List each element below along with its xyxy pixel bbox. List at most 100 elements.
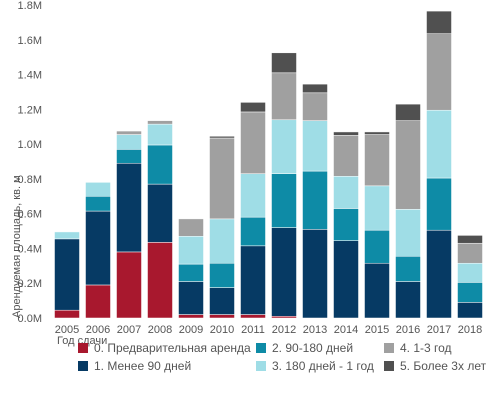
x-axis: 2005 2006 2007 2008 2009 2010 2011 2012 2013 2014… [55,324,482,336]
bar-segment-2009-series-2[interactable] [178,263,204,282]
x-tick-label-2018: 2018 [458,324,482,336]
bar-segment-2016-series-1[interactable] [395,281,421,319]
bar-segment-2011-series-4[interactable] [240,111,266,174]
y-tick-label: 1.4M [18,70,42,82]
x-tick-label-2010: 2010 [210,324,234,336]
x-tick-label-2006: 2006 [86,324,110,336]
bar-segment-2008-series-0[interactable] [147,242,173,319]
bar-segment-2012-series-5[interactable] [271,52,297,74]
bar-segment-2011-series-5[interactable] [240,102,266,113]
bar-segment-2012-series-2[interactable] [271,173,297,228]
bar-segment-2006-series-3[interactable] [85,182,111,197]
bar-segment-2013-series-1[interactable] [302,229,328,319]
bar-segment-2015-series-1[interactable] [364,262,390,319]
bar-segment-2016-series-5[interactable] [395,103,421,121]
y-tick-label: 0.6M [18,209,42,221]
bar-segment-2007-series-0[interactable] [116,251,142,319]
bar-segment-2008-series-4[interactable] [147,120,173,125]
bar-segment-2009-series-3[interactable] [178,236,204,265]
legend-item-1[interactable]: 1. Менее 90 дней [78,359,191,373]
bar-segment-2014-series-3[interactable] [333,176,359,209]
legend-item-2[interactable]: 2. 90-180 дней [256,341,353,355]
bar-segment-2014-series-2[interactable] [333,208,359,241]
bar-segment-2012-series-4[interactable] [271,72,297,121]
y-tick-label: 0.2M [18,278,42,290]
y-tick-label: 0.0M [18,313,42,325]
bar-segment-2014-series-5[interactable] [333,131,359,136]
x-tick-label-2008: 2008 [148,324,172,336]
bar-segment-2017-series-3[interactable] [426,109,452,179]
bar-segment-2008-series-1[interactable] [147,183,173,243]
bar-segment-2009-series-1[interactable] [178,281,204,315]
bar-segment-2011-series-3[interactable] [240,173,266,218]
bar-segment-2010-series-2[interactable] [209,262,235,288]
legend-swatch [256,361,266,371]
legend-swatch [384,361,394,371]
legend-label: 5. Более 3х лет [400,359,487,373]
x-tick-label-2015: 2015 [365,324,389,336]
bar-segment-2015-series-3[interactable] [364,185,390,231]
bar-segment-2007-series-4[interactable] [116,130,142,135]
legend-item-4[interactable]: 4. 1-3 год [384,341,452,355]
bar-segment-2006-series-2[interactable] [85,196,111,212]
bar-segment-2017-series-4[interactable] [426,33,452,111]
legend-swatch [384,343,394,353]
bar-segment-2007-series-2[interactable] [116,149,142,164]
bar-segment-2015-series-5[interactable] [364,131,390,135]
bar-segment-2005-series-3[interactable] [54,231,80,240]
legend-item-3[interactable]: 3. 180 дней - 1 год [256,359,374,373]
bar-segment-2012-series-1[interactable] [271,227,297,317]
legend-swatch [256,343,266,353]
bar-segment-2016-series-4[interactable] [395,120,421,210]
bar-segment-2010-series-1[interactable] [209,287,235,315]
bar-segment-2014-series-1[interactable] [333,240,359,319]
bar-segment-2013-series-5[interactable] [302,83,328,94]
bar-segment-2009-series-0[interactable] [178,314,204,319]
legend-label: 0. Предварительная аренда [94,341,251,355]
bar-segment-2011-series-0[interactable] [240,314,266,319]
bar-segment-2010-series-4[interactable] [209,137,235,220]
bar-segment-2006-series-1[interactable] [85,210,111,286]
legend: 0. Предварительная аренда 1. Менее 90 дне… [78,337,498,397]
x-axis-title: Год сдачи [57,335,107,347]
bar-segment-2010-series-3[interactable] [209,218,235,264]
bar-segment-2016-series-2[interactable] [395,256,421,282]
bar-segment-2013-series-2[interactable] [302,170,328,230]
legend-item-5[interactable]: 5. Более 3х лет [384,359,486,373]
bar-segment-2013-series-3[interactable] [302,120,328,172]
bar-segment-2018-series-3[interactable] [457,262,483,283]
bar-segment-2010-series-0[interactable] [209,314,235,319]
y-axis-title: Арендуемая площадь, кв. м [11,175,23,318]
bar-segment-2011-series-2[interactable] [240,216,266,247]
bar-segment-2018-series-1[interactable] [457,302,483,319]
x-tick-label-2012: 2012 [272,324,296,336]
bar-segment-2007-series-1[interactable] [116,162,142,253]
x-tick-label-2016: 2016 [396,324,420,336]
bar-segment-2008-series-2[interactable] [147,144,173,185]
bar-segment-2013-series-4[interactable] [302,92,328,121]
bar-segment-2006-series-0[interactable] [85,284,111,319]
legend-item-0[interactable]: 0. Предварительная аренда [78,341,251,355]
bar-segment-2017-series-2[interactable] [426,177,452,231]
bar-segment-2017-series-5[interactable] [426,10,452,34]
bar-segment-2014-series-4[interactable] [333,135,359,177]
bar-segment-2008-series-3[interactable] [147,123,173,146]
y-tick-label: 1.6M [18,35,42,47]
bar-segment-2009-series-4[interactable] [178,218,204,237]
bar-segment-2012-series-0[interactable] [271,316,297,319]
bar-segment-2005-series-0[interactable] [54,309,80,319]
bar-segment-2016-series-3[interactable] [395,209,421,257]
bar-segment-2012-series-3[interactable] [271,119,297,174]
bar-segment-2005-series-1[interactable] [54,238,80,311]
bar-segment-2007-series-3[interactable] [116,134,142,150]
legend-label: 1. Менее 90 дней [94,359,192,373]
bar-segment-2018-series-4[interactable] [457,242,483,264]
bar-segment-2011-series-1[interactable] [240,245,266,315]
bar-segment-2018-series-2[interactable] [457,282,483,303]
bar-segment-2018-series-5[interactable] [457,235,483,244]
bar-segment-2010-series-5[interactable] [209,136,235,139]
bar-segment-2017-series-1[interactable] [426,229,452,319]
bar-segment-2015-series-2[interactable] [364,229,390,264]
bar-segment-2015-series-4[interactable] [364,134,390,187]
